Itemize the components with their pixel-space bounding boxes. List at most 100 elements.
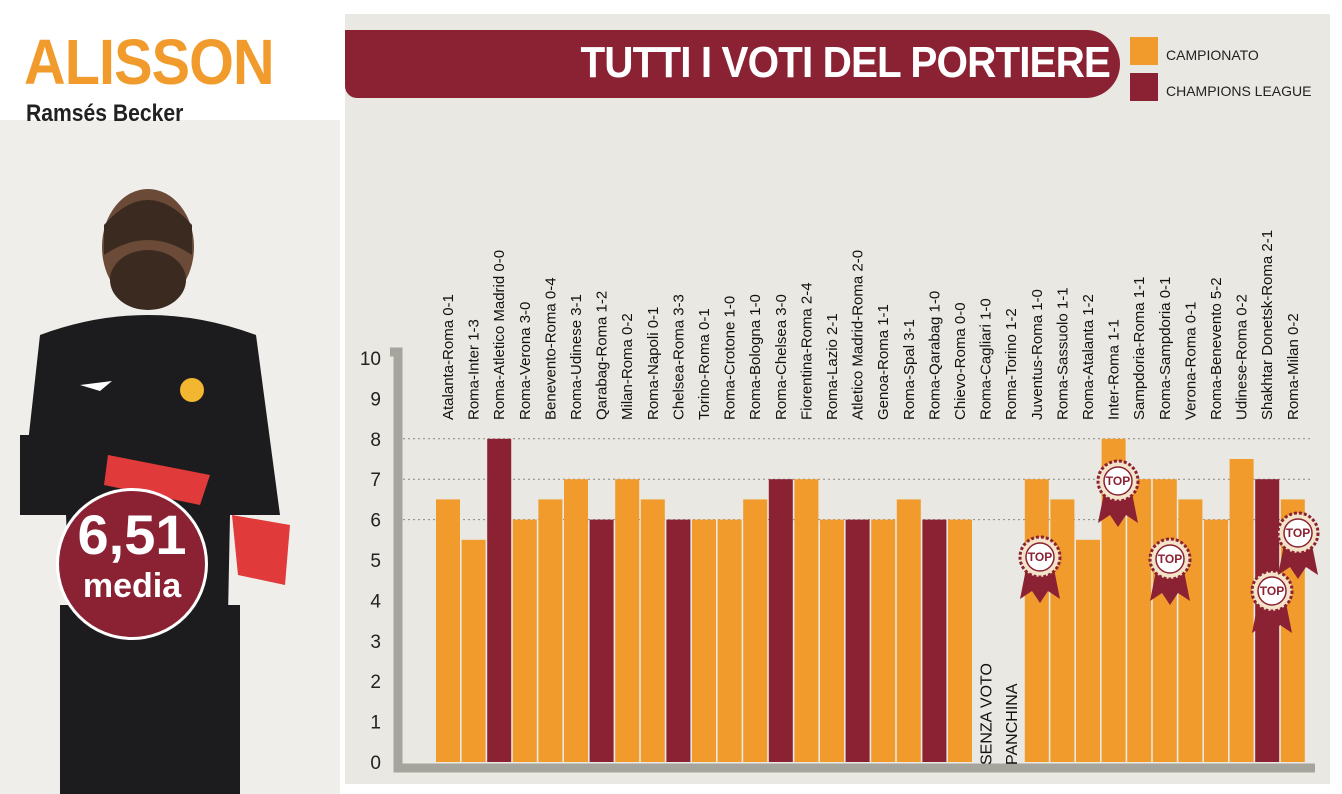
category-label: Atletico Madrid-Roma 2-0 xyxy=(850,250,867,420)
bar xyxy=(692,519,716,762)
category-label: Verona-Roma 0-1 xyxy=(1182,302,1199,420)
bar xyxy=(512,519,537,762)
category-label: Roma-Sassuolo 1-1 xyxy=(1054,287,1071,420)
chart-title: TUTTI I VOTI DEL PORTIERE xyxy=(580,38,1110,87)
category-label: Roma-Chelsea 3-0 xyxy=(773,294,790,420)
bar xyxy=(1152,479,1177,762)
axis-frame xyxy=(390,347,1315,773)
category-label: Udinese-Roma 0-2 xyxy=(1234,294,1251,420)
bar xyxy=(1229,459,1254,762)
top-badge-label: TOP xyxy=(1028,550,1052,564)
average-badge: 6,51 media xyxy=(56,488,208,640)
category-label: Roma-Atalanta 1-2 xyxy=(1080,294,1097,420)
top-badge-ribbon xyxy=(1020,569,1060,603)
legend-swatch-champions xyxy=(1130,73,1158,101)
bar xyxy=(820,519,844,762)
y-tick-label: 0 xyxy=(370,753,381,774)
bar xyxy=(1076,539,1100,762)
average-label: media xyxy=(82,567,182,605)
top-badge-inner xyxy=(1025,542,1055,572)
y-tick-label: 4 xyxy=(370,591,381,612)
top-badge-inner xyxy=(1257,576,1287,606)
no-vote-label: SENZA VOTO xyxy=(979,663,996,765)
category-label: Chievo-Roma 0-0 xyxy=(952,302,969,420)
bar xyxy=(1050,499,1075,762)
bar xyxy=(948,519,972,762)
top-badge-ribbon xyxy=(1098,493,1138,527)
category-label: Torino-Roma 0-1 xyxy=(696,308,713,420)
category-label: Roma-Crotone 1-0 xyxy=(722,296,739,420)
y-tick-label: 2 xyxy=(370,672,381,693)
top-badge-inner xyxy=(1155,544,1185,574)
category-label: Inter-Roma 1-1 xyxy=(1106,319,1123,420)
top-badge-ribbon xyxy=(1278,545,1318,579)
no-vote-label: PANCHINA xyxy=(1004,683,1021,765)
y-tick-label: 1 xyxy=(370,713,381,734)
bar xyxy=(538,499,563,762)
bar xyxy=(768,479,793,762)
category-label: Roma-Milan 0-2 xyxy=(1285,313,1302,420)
category-label: Roma-Spal 3-1 xyxy=(901,319,918,420)
category-label: Genoa-Roma 1-1 xyxy=(875,304,892,420)
category-label: Benevento-Roma 0-4 xyxy=(542,277,559,420)
category-label: Juventus-Roma 1-0 xyxy=(1029,289,1046,420)
top-badge-label: TOP xyxy=(1286,526,1310,540)
category-label: Milan-Roma 0-2 xyxy=(619,313,636,420)
category-label: Roma-Bologna 1-0 xyxy=(747,294,764,420)
top-badge-inner xyxy=(1283,518,1313,548)
bar xyxy=(564,479,588,762)
category-label: Roma-Udinese 3-1 xyxy=(568,294,585,420)
bar xyxy=(871,519,896,762)
y-tick-label: 8 xyxy=(370,430,381,451)
top-badge-label: TOP xyxy=(1260,584,1284,598)
bar xyxy=(896,499,921,762)
y-tick-label: 7 xyxy=(370,470,381,491)
y-tick-label: 6 xyxy=(370,511,381,532)
y-tick-label: 9 xyxy=(370,389,381,410)
bar xyxy=(1127,479,1152,762)
category-label: Fiorentina-Roma 2-4 xyxy=(798,282,815,420)
top-badge-label: TOP xyxy=(1106,474,1130,488)
bar xyxy=(717,519,742,762)
bar xyxy=(922,519,947,762)
category-label: Chelsea-Roma 3-3 xyxy=(670,294,687,420)
bar xyxy=(743,499,768,762)
category-label: Shakhtar Donetsk-Roma 2-1 xyxy=(1259,230,1276,420)
category-label: Roma-Benevento 5-2 xyxy=(1208,277,1225,420)
bar xyxy=(436,499,460,762)
top-badge-ribbon xyxy=(1150,571,1190,605)
category-label: Roma-Atletico Madrid 0-0 xyxy=(491,250,508,420)
player-full-name: Ramsés Becker xyxy=(26,100,184,127)
y-tick-label: 3 xyxy=(370,632,381,653)
bar xyxy=(794,479,819,762)
bar xyxy=(1204,519,1228,762)
bar xyxy=(1024,479,1049,762)
category-label: Roma-Torino 1-2 xyxy=(1003,308,1020,420)
bar xyxy=(640,499,665,762)
category-label: Sampdoria-Roma 1-1 xyxy=(1131,277,1148,420)
category-label: Roma-Sampdoria 0-1 xyxy=(1157,277,1174,420)
legend-label-champions: CHAMPIONS LEAGUE xyxy=(1166,83,1312,99)
bar xyxy=(615,479,640,762)
legend-swatch-campionato xyxy=(1130,37,1158,65)
player-name: ALISSON xyxy=(24,26,275,98)
legend-label-campionato: CAMPIONATO xyxy=(1166,47,1259,63)
bar xyxy=(589,519,614,762)
category-label: Qarabag-Roma 1-2 xyxy=(594,291,611,420)
y-tick-label: 5 xyxy=(370,551,381,572)
bar xyxy=(487,438,512,762)
top-badge-ribbon xyxy=(1252,603,1292,637)
title-bar xyxy=(345,30,1120,98)
top-badge-inner xyxy=(1103,466,1133,496)
average-value: 6,51 xyxy=(77,503,187,566)
category-label: Roma-Inter 1-3 xyxy=(466,319,483,420)
category-label: Atalanta-Roma 0-1 xyxy=(440,294,457,420)
bar xyxy=(666,519,691,762)
category-label: Roma-Napoli 0-1 xyxy=(645,307,662,420)
top-badge-label: TOP xyxy=(1158,552,1182,566)
y-tick-label: 10 xyxy=(360,349,381,370)
category-label: Roma-Qarabag 1-0 xyxy=(926,291,943,420)
category-label: Roma-Verona 3-0 xyxy=(517,302,534,420)
category-label: Roma-Cagliari 1-0 xyxy=(978,298,995,420)
